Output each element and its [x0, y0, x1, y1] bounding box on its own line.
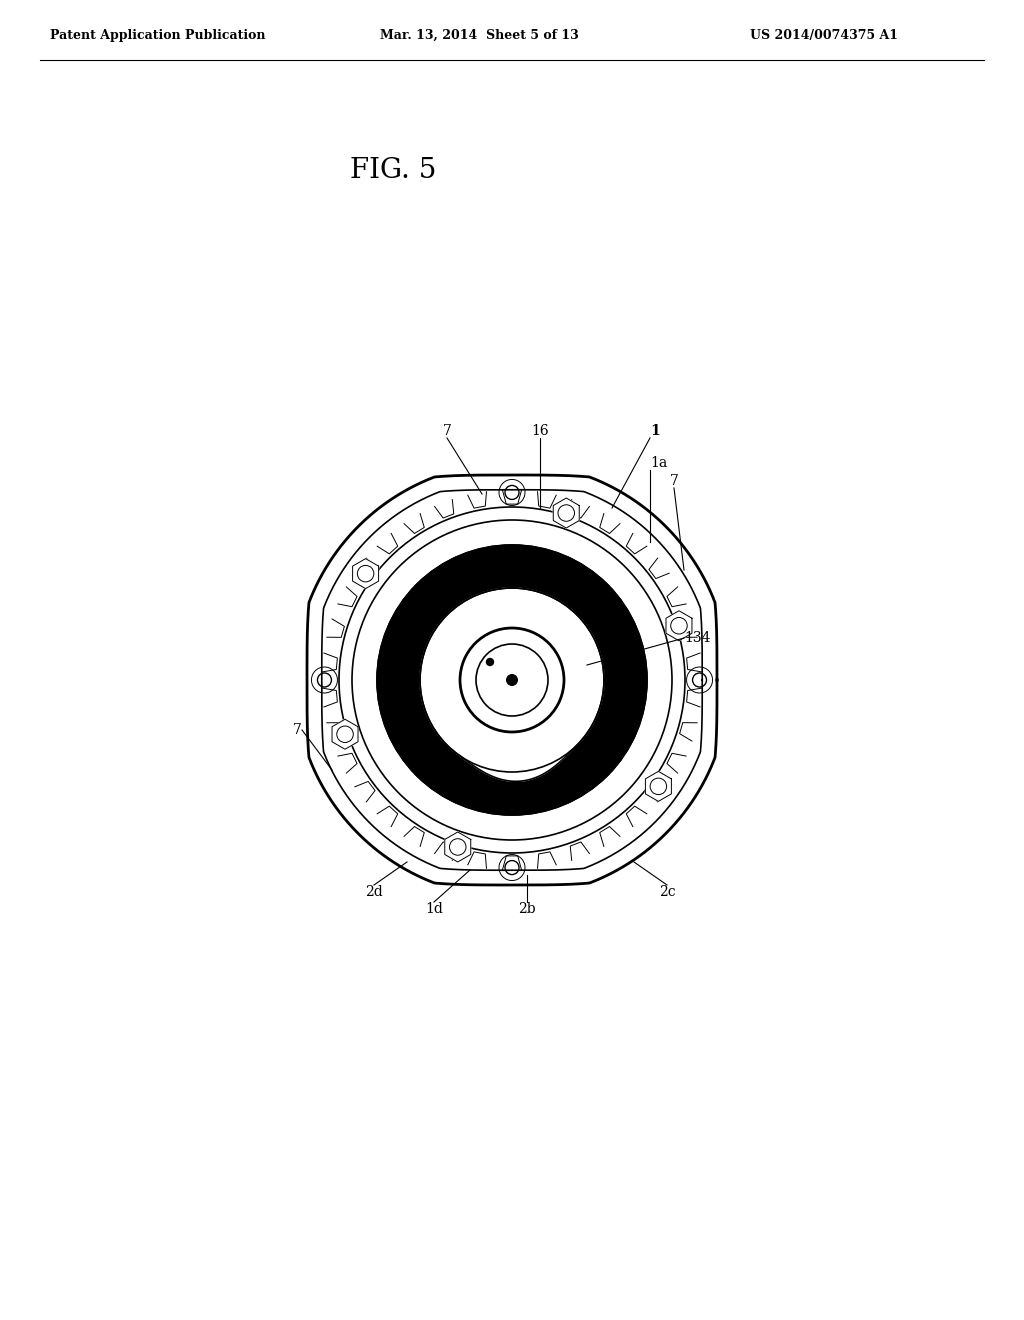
Text: 2b: 2b	[518, 902, 536, 916]
Circle shape	[377, 545, 647, 814]
Text: 1: 1	[650, 424, 659, 438]
Text: Patent Application Publication: Patent Application Publication	[50, 29, 265, 41]
Circle shape	[506, 675, 518, 686]
Polygon shape	[332, 719, 358, 750]
Text: 134: 134	[684, 631, 711, 645]
Polygon shape	[352, 558, 379, 589]
Circle shape	[486, 659, 494, 665]
Text: 1d: 1d	[425, 902, 443, 916]
Polygon shape	[444, 832, 471, 862]
Circle shape	[476, 644, 548, 715]
Text: Mar. 13, 2014  Sheet 5 of 13: Mar. 13, 2014 Sheet 5 of 13	[380, 29, 579, 41]
Text: US 2014/0074375 A1: US 2014/0074375 A1	[750, 29, 898, 41]
Text: 7: 7	[670, 474, 679, 488]
Text: 16: 16	[531, 424, 549, 438]
Text: 1a: 1a	[650, 455, 668, 470]
Circle shape	[377, 545, 647, 814]
Polygon shape	[553, 498, 580, 528]
Polygon shape	[420, 587, 604, 781]
Text: 2c: 2c	[658, 884, 675, 899]
Circle shape	[460, 628, 564, 733]
Text: 2d: 2d	[366, 884, 383, 899]
Polygon shape	[645, 771, 672, 801]
Circle shape	[420, 587, 604, 772]
Text: 7: 7	[293, 723, 302, 737]
Text: 7: 7	[442, 424, 452, 438]
Text: FIG. 5: FIG. 5	[350, 157, 436, 183]
Polygon shape	[666, 611, 692, 640]
